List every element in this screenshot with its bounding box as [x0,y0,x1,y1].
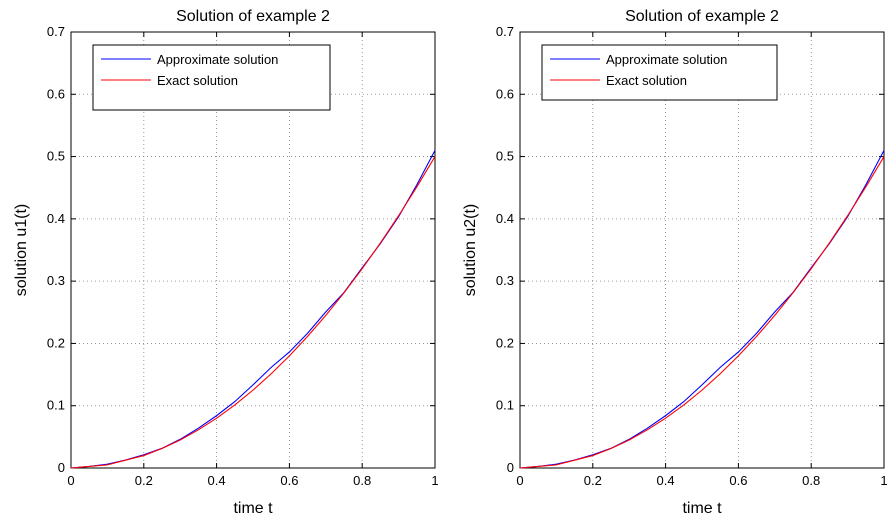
x-tick-label: 0 [67,473,74,488]
chart-1: 0 0.2 0.4 0.6 0.8 1 0 0.1 0.2 0.3 0.4 0.5 0.6 0.7 Solu… [13,8,439,517]
y-tick-label: 0.6 [47,86,65,101]
y-tick-label: 0.7 [496,24,514,39]
y-tick-label: 0.2 [47,335,65,350]
x-tick-label: 0.8 [802,473,820,488]
y-tick-label: 0.4 [47,211,65,226]
y-tick-label: 0.4 [496,211,514,226]
chart-title: Solution of example 2 [625,8,779,25]
legend-label: Exact solution [157,73,238,88]
x-tick-label: 0.8 [353,473,371,488]
y-tick-label: 0.7 [47,24,65,39]
series-line-exact [70,156,436,469]
x-tick-label: 0.4 [657,473,675,488]
axes-box [519,31,885,469]
legend-label: Exact solution [606,73,687,88]
chart-title: Solution of example 2 [176,8,330,25]
y-tick-label: 0.3 [47,273,65,288]
x-tick-label: 1 [431,473,438,488]
y-tick-label: 0.1 [47,398,65,413]
y-axis-label: solution u1(t) [13,204,30,297]
x-tick-label: 0.2 [584,473,602,488]
x-tick-label: 0.2 [135,473,153,488]
chart-2: 0 0.2 0.4 0.6 0.8 1 0 0.1 0.2 0.3 0.4 0.5 0.6 0.7 Solu… [462,8,888,517]
y-tick-label: 0.5 [47,149,65,164]
legend: Approximate solution Exact solution [541,44,778,101]
y-tick-label: 0.6 [496,86,514,101]
x-tick-label: 0.4 [208,473,226,488]
axes-box [70,31,436,469]
x-tick-label: 0.6 [729,473,747,488]
x-tick-label: 1 [880,473,887,488]
y-tick-label: 0.2 [496,335,514,350]
x-tick-label: 0 [516,473,523,488]
series-line-exact [519,156,885,469]
plot-area [520,32,884,468]
x-axis-label: time t [682,500,722,517]
y-tick-label: 0 [507,460,514,475]
legend-box [92,44,331,111]
legend: Approximate solution Exact solution [92,44,331,111]
y-tick-label: 0 [58,460,65,475]
legend-label: Approximate solution [606,52,727,67]
y-tick-label: 0.3 [496,273,514,288]
legend-label: Approximate solution [157,52,278,67]
y-axis-label: solution u2(t) [462,204,479,297]
legend-box [541,44,778,101]
y-tick-label: 0.5 [496,149,514,164]
y-tick-label: 0.1 [496,398,514,413]
x-tick-label: 0.6 [280,473,298,488]
x-axis-label: time t [233,500,273,517]
